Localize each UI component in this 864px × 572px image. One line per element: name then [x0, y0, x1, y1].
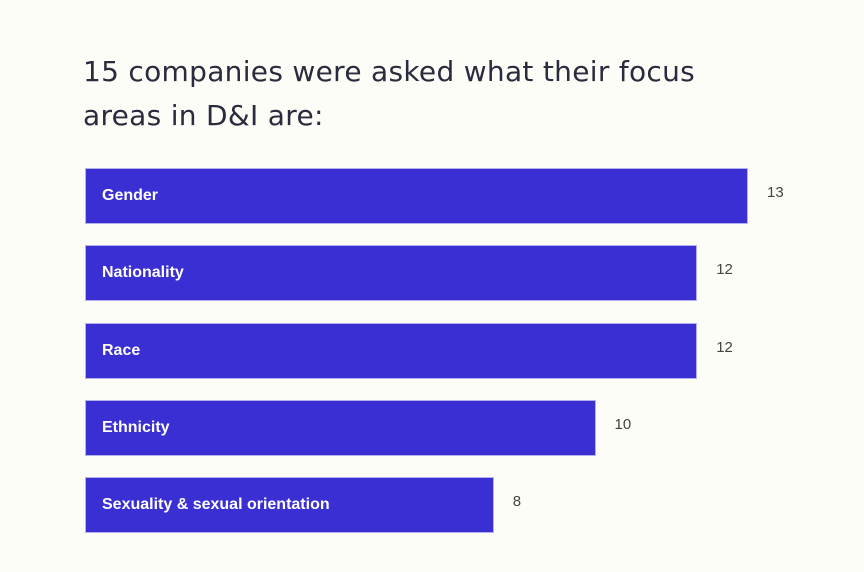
bar-value: 13 [767, 184, 784, 201]
bar-label: Race [102, 341, 141, 359]
bar-nationality: Nationality [86, 246, 697, 301]
bar-ethnicity: Ethnicity [86, 400, 595, 455]
chart-title: 15 companies were asked what their focus… [83, 55, 696, 132]
bar-race: Race [86, 323, 697, 378]
bar-value: 12 [716, 338, 733, 356]
bar-label: Ethnicity [102, 418, 170, 436]
bar-value: 8 [512, 493, 522, 511]
bar-label: Sexuality & sexual orientation [102, 496, 330, 514]
bar-sexuality-sexual-orientation: Sexuality & sexual orientation [86, 478, 493, 533]
bar-value: 12 [716, 261, 733, 279]
bar-value: 10 [614, 415, 632, 433]
bar-label: Gender [102, 187, 159, 204]
bar-gender: Gender [86, 169, 748, 223]
bar-label: Nationality [102, 264, 184, 282]
